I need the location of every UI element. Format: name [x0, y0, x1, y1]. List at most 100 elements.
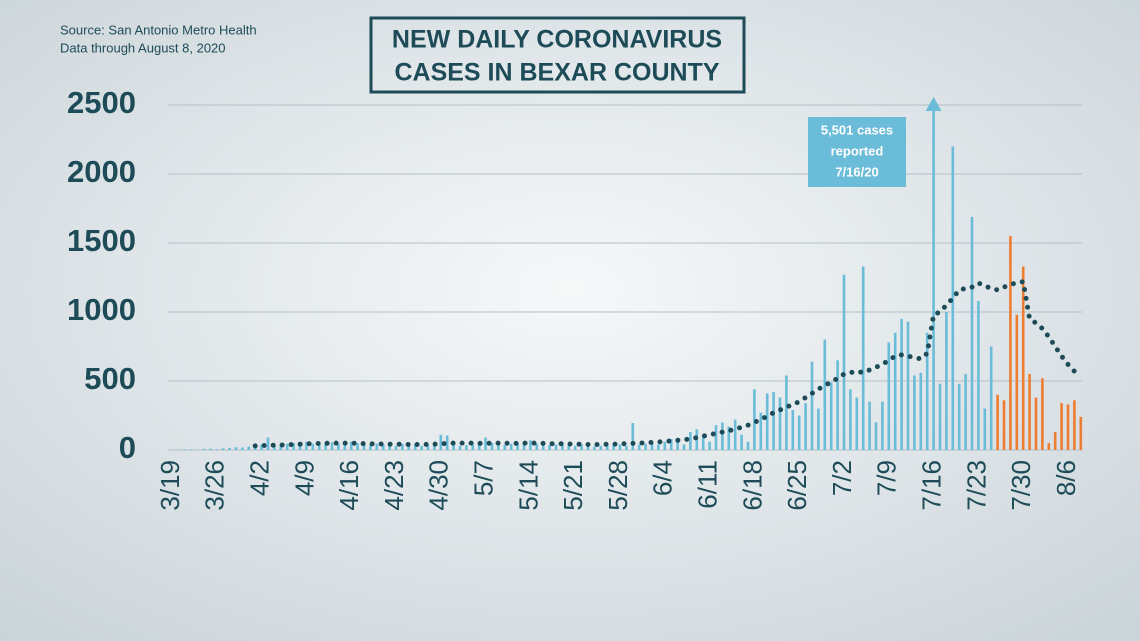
bar	[273, 445, 276, 450]
bar	[573, 445, 577, 450]
x-tick-label: 5/7	[468, 460, 498, 496]
bar	[650, 443, 654, 450]
bar	[477, 443, 481, 450]
bar	[1034, 397, 1038, 450]
bar	[234, 447, 238, 450]
bar	[394, 445, 398, 450]
bar	[753, 389, 756, 450]
bar	[349, 441, 353, 450]
bar	[1073, 400, 1076, 450]
bar	[439, 434, 443, 450]
x-tick-label: 3/19	[155, 460, 185, 511]
bar	[669, 438, 673, 450]
y-tick-label: 2000	[67, 154, 136, 189]
bar	[541, 444, 545, 450]
chart-title: CASES IN BEXAR COUNTY	[394, 59, 719, 87]
bar	[311, 443, 315, 450]
bar	[721, 422, 724, 450]
source-line: Data through August 8, 2020	[60, 40, 226, 55]
bar	[900, 318, 903, 450]
moving-average-line	[252, 278, 1084, 449]
bar	[785, 375, 788, 450]
bar	[202, 448, 206, 450]
bar	[1015, 314, 1019, 450]
bar	[797, 415, 801, 450]
bar	[689, 432, 692, 450]
bar	[605, 445, 609, 450]
bar	[554, 444, 558, 450]
bar	[637, 444, 641, 450]
bar	[285, 443, 289, 450]
bar	[836, 360, 839, 450]
bar	[586, 445, 590, 450]
bar	[529, 440, 532, 450]
bar	[1002, 400, 1006, 450]
x-tick-label: 7/9	[872, 460, 902, 496]
bar	[209, 448, 212, 450]
bar	[509, 443, 513, 450]
bar	[1021, 266, 1025, 450]
bar	[337, 443, 340, 450]
bar	[593, 446, 596, 450]
x-tick-label: 3/26	[200, 460, 230, 511]
bar	[490, 443, 494, 450]
bar	[228, 447, 231, 450]
bar	[945, 312, 948, 450]
bar	[957, 383, 961, 450]
x-tick-label: 8/6	[1051, 460, 1081, 496]
bar	[1066, 404, 1070, 450]
bar	[452, 444, 455, 450]
bar	[964, 374, 967, 450]
bar	[932, 105, 935, 450]
bar	[868, 401, 871, 450]
bar	[317, 444, 321, 450]
bar	[919, 372, 923, 450]
bar	[906, 321, 910, 450]
bar	[951, 146, 955, 450]
x-tick-label: 7/23	[961, 460, 991, 511]
bar	[330, 442, 334, 450]
bar	[759, 412, 763, 450]
bar	[183, 449, 187, 450]
bar	[810, 361, 814, 450]
bar	[989, 346, 993, 450]
bar	[413, 444, 417, 450]
bar	[977, 300, 980, 450]
bar	[471, 444, 475, 450]
bar	[1028, 374, 1031, 450]
overflow-arrow	[925, 97, 942, 111]
bar	[420, 445, 423, 450]
source-line: Source: San Antonio Metro Health	[60, 22, 257, 37]
bar	[765, 393, 769, 450]
bar	[279, 444, 283, 450]
bar	[631, 423, 635, 450]
x-tick-label: 6/11	[692, 460, 722, 509]
bar	[855, 397, 859, 450]
bar	[266, 437, 270, 450]
bar	[362, 444, 366, 450]
bar	[733, 419, 737, 450]
bar	[260, 444, 263, 450]
bar	[682, 444, 686, 450]
bar	[401, 443, 404, 450]
y-tick-label: 1000	[67, 292, 136, 327]
bar	[516, 443, 519, 450]
bar	[241, 447, 244, 450]
x-tick-label: 5/28	[603, 460, 633, 511]
x-tick-label: 7/30	[1006, 460, 1036, 511]
bar	[1009, 236, 1012, 450]
x-tick-label: 5/14	[513, 460, 543, 511]
bar	[215, 449, 219, 450]
chart-title: NEW DAILY CORONAVIRUS	[392, 26, 722, 54]
bar	[522, 444, 526, 450]
bar	[746, 441, 750, 450]
bar	[369, 445, 372, 450]
bar	[1060, 403, 1063, 450]
bar	[458, 445, 462, 450]
bar	[657, 444, 660, 450]
bar	[445, 435, 449, 450]
bar	[625, 445, 628, 450]
bar	[247, 446, 251, 450]
